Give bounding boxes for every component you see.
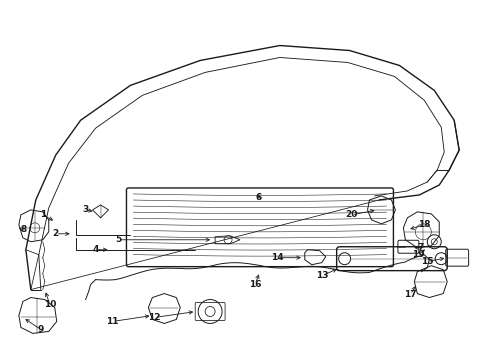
Text: 1: 1 <box>40 210 46 219</box>
Text: 16: 16 <box>248 280 261 289</box>
Text: 12: 12 <box>148 313 160 322</box>
Text: 10: 10 <box>43 300 56 309</box>
Text: 2: 2 <box>53 229 59 238</box>
Text: 17: 17 <box>403 290 416 299</box>
Text: 9: 9 <box>38 325 44 334</box>
Text: 13: 13 <box>316 271 328 280</box>
Text: 18: 18 <box>417 220 429 229</box>
Text: 7: 7 <box>416 243 423 252</box>
Text: 4: 4 <box>92 245 99 254</box>
Text: 3: 3 <box>82 206 88 215</box>
Text: 6: 6 <box>255 193 262 202</box>
Text: 11: 11 <box>106 317 119 326</box>
Text: 14: 14 <box>270 253 283 262</box>
Text: 15: 15 <box>420 257 433 266</box>
Text: 20: 20 <box>345 210 357 219</box>
Text: 19: 19 <box>411 250 424 259</box>
Text: 5: 5 <box>115 235 122 244</box>
Text: 8: 8 <box>20 225 27 234</box>
